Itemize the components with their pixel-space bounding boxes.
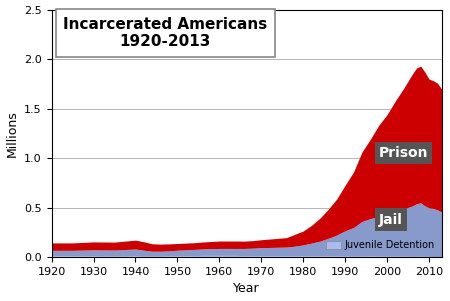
Y-axis label: Millions: Millions	[5, 110, 18, 157]
Legend: Juvenile Detention: Juvenile Detention	[324, 238, 437, 252]
Text: Incarcerated Americans
1920-2013: Incarcerated Americans 1920-2013	[63, 17, 268, 49]
Text: Jail: Jail	[379, 213, 403, 227]
X-axis label: Year: Year	[233, 282, 260, 296]
Text: Prison: Prison	[379, 146, 428, 160]
